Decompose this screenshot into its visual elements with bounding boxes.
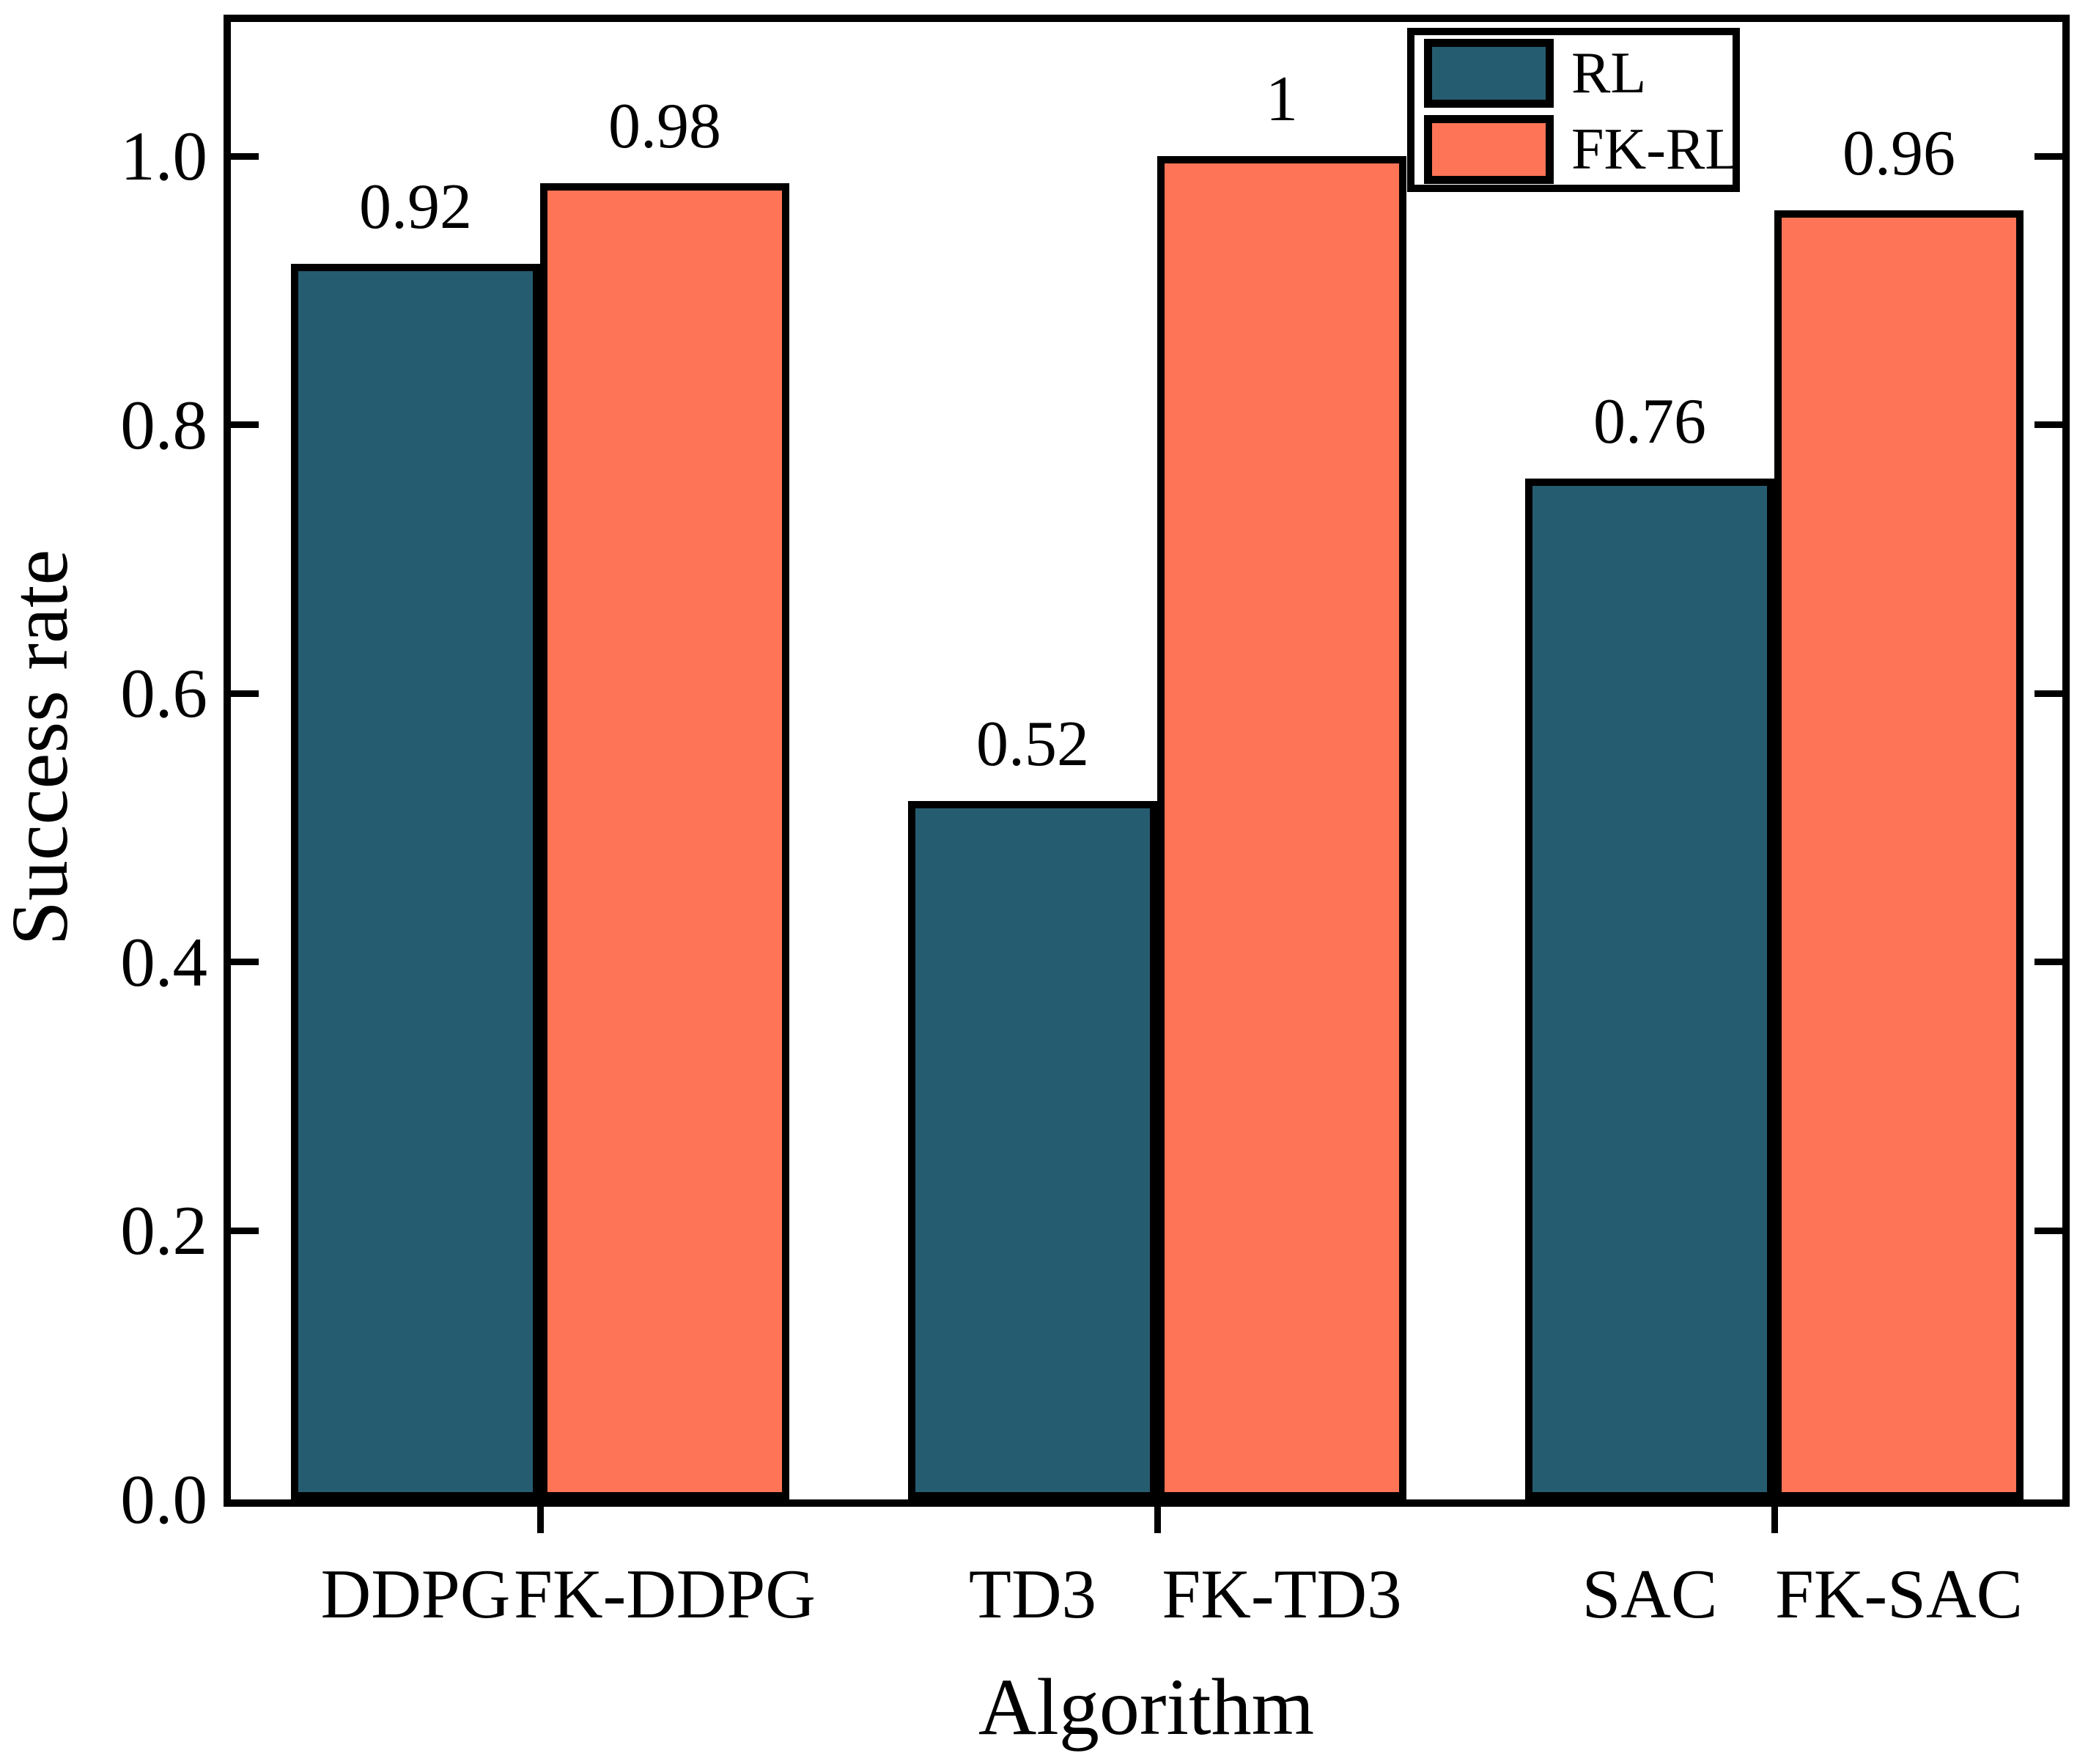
bar-value-label: 0.92 xyxy=(359,171,472,243)
legend-swatch-rl xyxy=(1424,39,1554,108)
bar-fk-td3 xyxy=(1157,156,1406,1499)
bar-sac xyxy=(1525,479,1774,1499)
y-tick-mark-right xyxy=(2034,959,2062,966)
y-tick-mark-left xyxy=(231,690,259,697)
x-axis-title: Algorithm xyxy=(978,1662,1315,1752)
x-tick-mark xyxy=(1771,1507,1778,1533)
y-tick-mark-right xyxy=(2034,152,2062,160)
bar-value-label: 0.52 xyxy=(976,709,1089,780)
bar-value-label: 0.76 xyxy=(1593,386,1706,457)
legend-swatch-fk-rl xyxy=(1424,115,1554,184)
y-tick-mark-right xyxy=(2034,690,2062,697)
y-tick-label: 0.0 xyxy=(120,1461,207,1538)
y-tick-label: 0.8 xyxy=(120,385,207,464)
x-tick-mark xyxy=(536,1507,544,1533)
y-tick-mark-left xyxy=(231,1227,259,1234)
legend-label-rl: RL xyxy=(1571,41,1647,106)
x-tick-label-fk-sac: FK-SAC xyxy=(1775,1555,2023,1633)
x-tick-mark xyxy=(1154,1507,1161,1533)
legend-row-rl: RL xyxy=(1424,39,1733,108)
y-tick-label: 0.6 xyxy=(120,654,207,733)
bar-value-label: 1 xyxy=(1266,64,1298,135)
y-tick-label: 0.2 xyxy=(120,1192,207,1270)
bar-td3 xyxy=(908,801,1157,1499)
legend-row-fk-rl: FK-RL xyxy=(1424,115,1741,184)
y-tick-mark-left xyxy=(231,152,259,160)
x-tick-label-fk-ddpg: FK-DDPG xyxy=(514,1555,816,1633)
x-tick-label-sac: SAC xyxy=(1582,1555,1718,1633)
bar-fk-sac xyxy=(1774,210,2024,1499)
y-tick-mark-right xyxy=(2034,1227,2062,1234)
bar-ddpg xyxy=(291,264,540,1499)
y-tick-mark-right xyxy=(2034,421,2062,429)
y-tick-label: 0.4 xyxy=(120,923,207,1001)
legend-label-fk-rl: FK-RL xyxy=(1571,117,1741,182)
x-tick-label-fk-td3: FK-TD3 xyxy=(1162,1555,1402,1633)
x-tick-label-ddpg: DDPG xyxy=(320,1555,511,1633)
bar-fk-ddpg xyxy=(540,183,789,1499)
x-tick-label-td3: TD3 xyxy=(968,1555,1097,1633)
y-tick-mark-left xyxy=(231,959,259,966)
y-tick-label: 1.0 xyxy=(120,117,207,196)
bar-value-label: 0.98 xyxy=(608,91,721,162)
y-tick-mark-left xyxy=(231,421,259,429)
legend: RL FK-RL xyxy=(1407,28,1741,192)
bar-value-label: 0.96 xyxy=(1842,118,1955,189)
